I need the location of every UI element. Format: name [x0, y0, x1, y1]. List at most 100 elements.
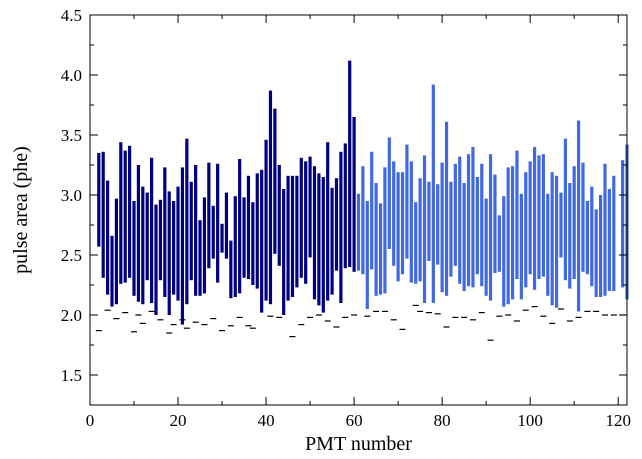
range-bar — [136, 165, 141, 302]
range-bar — [541, 154, 545, 277]
x-tick-label: 40 — [258, 411, 275, 430]
range-bar — [444, 121, 449, 296]
range-bar — [493, 174, 497, 273]
range-bar — [524, 172, 528, 288]
range-bar — [211, 205, 215, 259]
range-bar — [299, 157, 303, 278]
range-bar — [378, 203, 383, 295]
range-bar — [123, 150, 127, 283]
range-bar — [330, 187, 334, 295]
range-bar — [612, 175, 616, 291]
range-bar — [172, 201, 176, 295]
range-bar — [286, 175, 290, 301]
range-bar — [251, 202, 255, 285]
range-bar — [207, 162, 211, 269]
range-bar — [264, 139, 268, 301]
range-bar — [150, 157, 154, 303]
range-bar — [365, 201, 369, 309]
range-bar — [475, 177, 479, 275]
range-bar — [361, 166, 365, 275]
range-bar — [497, 215, 501, 272]
x-tick-label: 0 — [86, 411, 95, 430]
range-bar — [282, 189, 286, 315]
y-axis-label: pulse area (phe) — [10, 146, 32, 274]
range-bar — [154, 204, 158, 315]
range-bar — [312, 166, 317, 300]
range-bar — [480, 163, 484, 287]
range-bar — [110, 235, 114, 307]
ticks-layer: 0 20 40 60 80 100 120 1.5 2.0 2.5 3.0 3.5 4.0 4.5 — [61, 6, 631, 430]
range-bar — [458, 156, 462, 284]
range-bar — [528, 161, 532, 275]
range-bar — [339, 151, 343, 303]
x-tick-label: 100 — [517, 411, 543, 430]
range-bar — [185, 138, 189, 305]
range-bar — [163, 167, 167, 297]
range-bar — [607, 189, 611, 291]
range-bar — [510, 166, 515, 300]
range-bar — [453, 163, 457, 266]
range-bar — [598, 195, 603, 297]
range-bar — [370, 151, 374, 270]
range-bar — [176, 186, 180, 301]
range-bar — [141, 186, 145, 305]
range-bar — [383, 167, 387, 294]
range-bar — [572, 166, 576, 279]
range-bar — [242, 197, 246, 278]
range-bar — [145, 192, 149, 281]
range-bar — [295, 175, 299, 288]
range-bar — [436, 184, 440, 265]
range-bar — [585, 201, 589, 275]
range-bar — [400, 172, 405, 275]
range-bar — [502, 196, 506, 307]
range-bar — [431, 84, 435, 303]
range-bar — [343, 143, 347, 269]
range-bar — [246, 175, 251, 279]
range-bar — [532, 147, 537, 290]
range-bar — [449, 181, 453, 277]
range-bar — [321, 177, 325, 313]
range-bar — [537, 155, 541, 279]
range-bar — [409, 161, 413, 283]
range-bar — [132, 201, 136, 296]
range-bar — [387, 137, 391, 249]
range-bar — [273, 108, 277, 254]
range-bar — [519, 193, 523, 300]
range-bar — [356, 193, 361, 271]
range-bar — [554, 175, 559, 308]
range-bar — [238, 159, 242, 294]
x-tick-label: 20 — [170, 411, 187, 430]
y-tick-label: 4.0 — [61, 66, 82, 85]
range-bar — [229, 240, 233, 299]
range-bar — [233, 196, 237, 297]
range-bar — [304, 161, 308, 284]
range-bar — [308, 156, 312, 258]
range-bar — [326, 142, 330, 301]
y-tick-label: 3.5 — [61, 126, 82, 145]
range-bar — [392, 161, 396, 266]
plot-frame — [89, 14, 628, 406]
range-bar — [180, 167, 185, 325]
range-bar — [268, 90, 273, 305]
range-bar — [202, 197, 207, 294]
range-bar — [603, 163, 607, 296]
y-tick-label: 2.5 — [61, 246, 82, 265]
range-bar — [334, 178, 339, 271]
range-bar — [128, 145, 132, 278]
range-bar — [576, 120, 581, 312]
range-bar — [167, 191, 171, 315]
range-bar — [224, 192, 229, 259]
range-bar — [414, 202, 418, 284]
range-bar — [427, 181, 431, 261]
range-bar — [396, 172, 400, 282]
x-axis-label: PMT number — [305, 433, 412, 455]
y-tick-label: 4.5 — [61, 6, 82, 25]
range-bar — [550, 172, 554, 306]
range-bar — [198, 220, 202, 296]
range-bar — [220, 223, 224, 253]
range-bar — [418, 178, 422, 282]
range-bar — [106, 180, 110, 295]
range-bar — [352, 117, 356, 272]
y-tick-label: 2.0 — [61, 306, 82, 325]
